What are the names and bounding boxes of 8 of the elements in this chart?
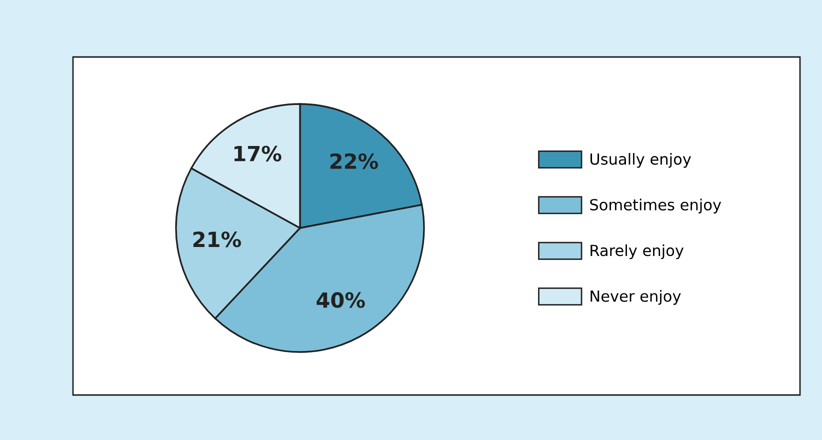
data-label: 17% — [234, 146, 282, 162]
data-label: 40% — [316, 292, 365, 308]
data-label: 22% — [330, 153, 378, 170]
legend-label: Sometimes enjoy — [590, 198, 722, 214]
legend-label: Usually enjoy — [590, 152, 691, 168]
data-label: 21% — [193, 231, 241, 248]
legend-label: Rarely enjoy — [590, 244, 684, 260]
legend-label: Never enjoy — [590, 290, 681, 305]
